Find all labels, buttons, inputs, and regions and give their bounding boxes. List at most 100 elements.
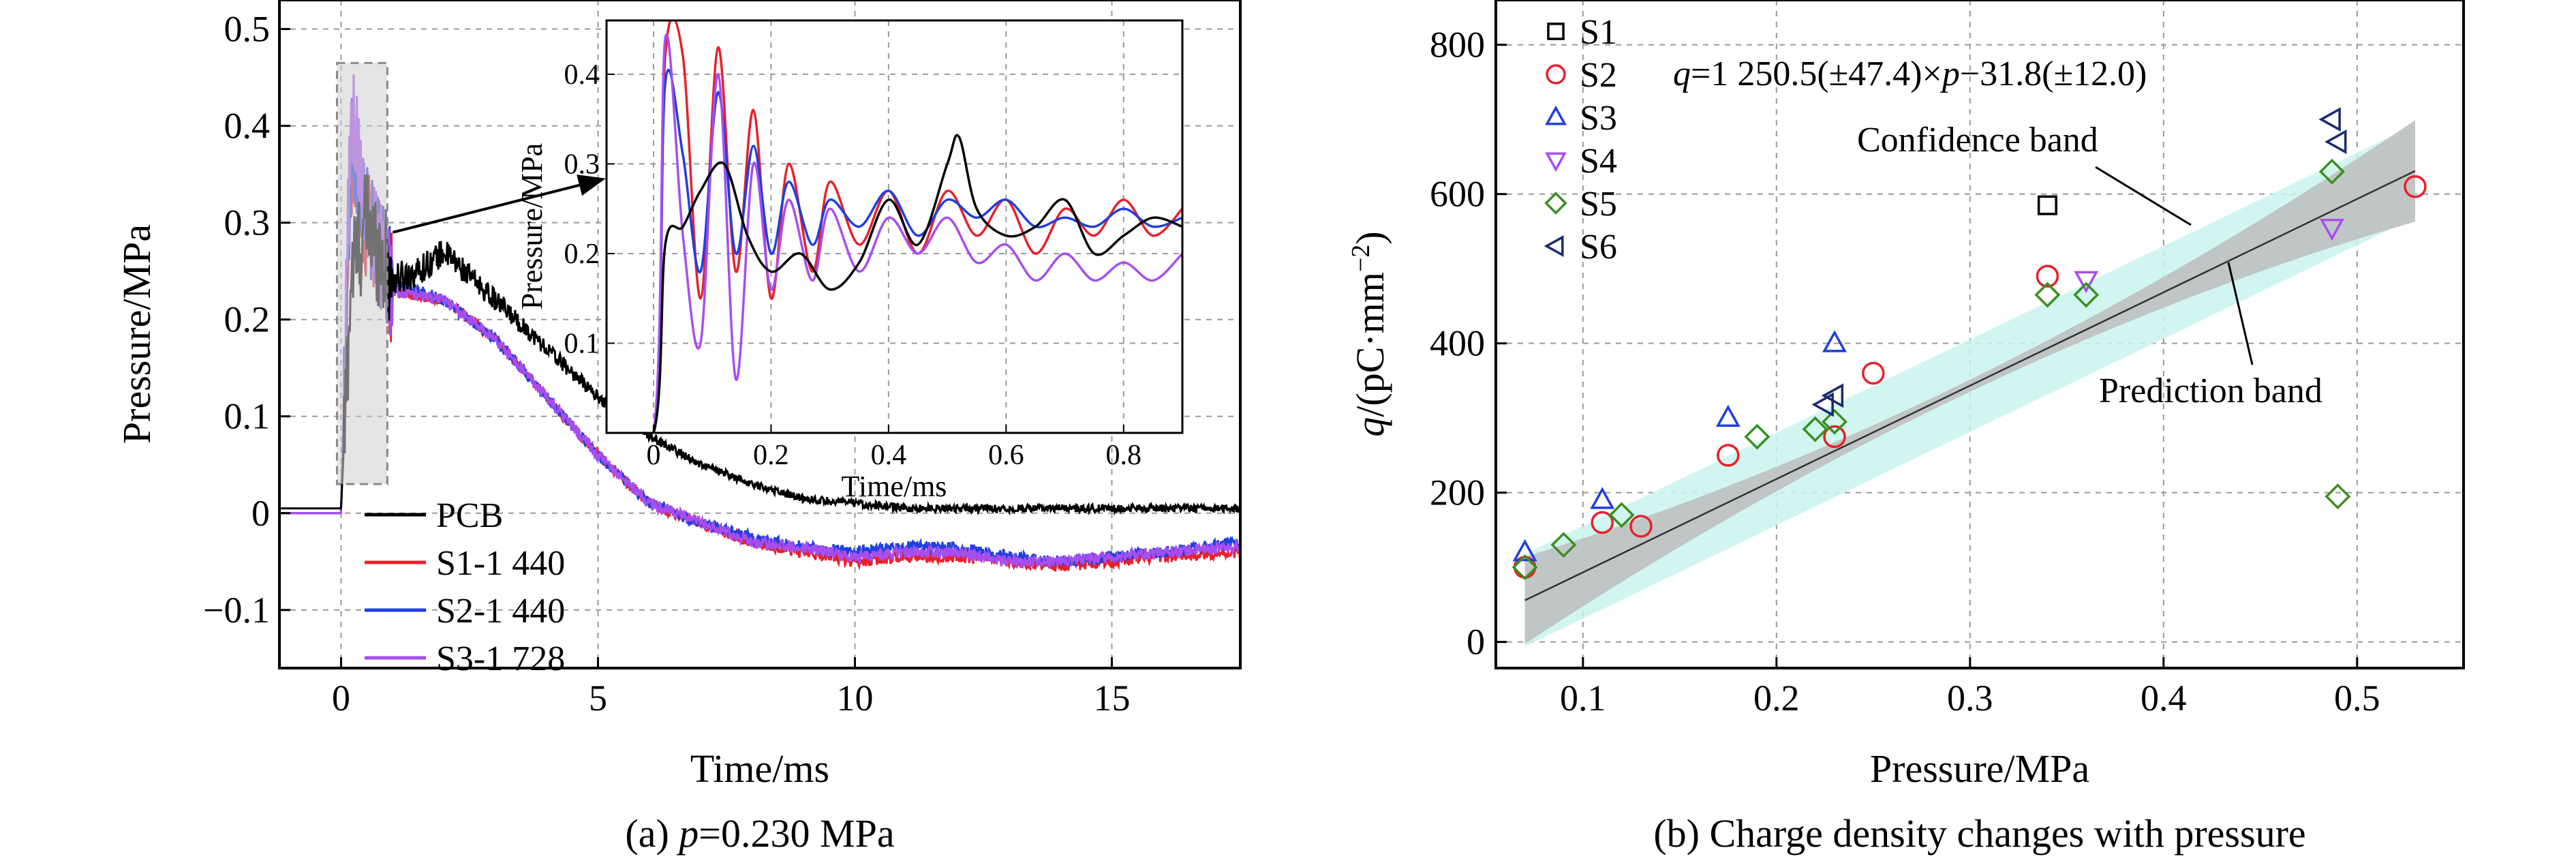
data-point-s3	[1715, 404, 1741, 427]
inset-y-tick-label: 0.1	[564, 328, 600, 359]
inset-series-line-s2-1-440	[607, 68, 1182, 433]
legend-marker	[1545, 105, 1567, 125]
data-point-s3	[1512, 539, 1537, 562]
panel-b-y-tick-label: 600	[1430, 174, 1485, 215]
panel-a-y-tick-label: 0.5	[224, 9, 271, 50]
panel-a-y-tick-label: −0.1	[203, 590, 270, 631]
legend-marker	[1547, 22, 1565, 40]
fit-equation: q=1 250.5(±47.4)×p−31.8(±12.0)	[1673, 55, 2147, 93]
panel-a-y-tick-label: 0.1	[224, 396, 271, 437]
legend-label: S6	[1580, 228, 1617, 267]
legend-label: S5	[1580, 185, 1617, 224]
legend-label: S3-1 728	[436, 639, 565, 678]
inset-series-line-s1-1-440	[607, 20, 1182, 433]
panel-b-caption: (b) Charge density changes with pressure	[1653, 811, 2305, 856]
legend-label: S4	[1580, 142, 1617, 181]
panel-a-y-tick-label: 0.3	[224, 202, 271, 243]
data-point-s4	[2074, 271, 2099, 294]
panel-a: 0 0.2 0.4 0.6 0.8 0.1 0.2 0.3 0.4 Time/ms Pressu…	[114, 0, 1242, 856]
inset-grid	[607, 20, 1182, 433]
data-point-s6	[1811, 392, 1834, 417]
confidence-band-pointer	[2095, 166, 2192, 226]
inset-ticks: 0 0.2 0.4 0.6 0.8 0.1 0.2 0.3 0.4	[564, 59, 1142, 471]
panel-b-frame	[1494, 0, 2465, 669]
panel-b-x-axis-label: Pressure/MPa	[1870, 746, 2089, 791]
inset-y-axis-label: Pressure/MPa	[515, 143, 549, 309]
data-point-s2	[2404, 175, 2427, 198]
panel-a-y-tick-label: 0	[251, 493, 270, 534]
inset-x-tick-label: 0.2	[753, 440, 789, 471]
panel-b-x-tick-label: 0.1	[1560, 678, 1606, 719]
inset-y-tick-label: 0.3	[564, 149, 600, 180]
legend-label: S1-1 440	[436, 544, 565, 583]
data-point-s2	[1591, 511, 1614, 534]
panel-b-points	[1512, 107, 2427, 581]
panel-a-x-tick-label: 10	[836, 678, 873, 719]
data-point-s6	[2325, 130, 2347, 154]
panel-b-y-tick-label: 800	[1430, 25, 1485, 65]
data-point-s5	[2073, 282, 2100, 308]
data-point-s2	[2036, 265, 2059, 288]
data-point-s5	[1550, 532, 1577, 558]
series-line-pcb	[279, 174, 1240, 516]
data-point-s5	[1608, 502, 1635, 528]
inset-x-tick-label: 0.4	[871, 440, 907, 471]
legend-marker	[1544, 192, 1567, 215]
inset-frame	[605, 19, 1184, 434]
panel-b-y-tick-label: 0	[1467, 622, 1485, 663]
legend-marker	[1545, 152, 1567, 172]
data-point-s5	[2318, 158, 2345, 185]
confidence-band-label: Confidence band	[1857, 121, 2098, 160]
panel-a-legend: PCB S1-1 440 S2-1 440 S3-1 728	[365, 496, 565, 678]
panel-b-fit	[1524, 170, 2416, 601]
panel-a-x-axis-label: Time/ms	[690, 746, 829, 791]
panel-b-x-tick-label: 0.3	[1947, 678, 1993, 719]
data-point-s5	[2325, 483, 2351, 510]
inset-y-tick-label: 0.4	[564, 59, 600, 91]
data-point-s5	[1822, 408, 1847, 435]
data-point-s5	[1512, 554, 1538, 581]
legend-label: S1	[1580, 13, 1617, 52]
panel-b: 0.1 0.2 0.3 0.4 0.5 0 200 400 600 800 Pressure/MP…	[1347, 0, 2465, 856]
panel-a-y-axis-label: Pressure/MPa	[114, 224, 159, 444]
data-point-s5	[2034, 282, 2061, 308]
data-point-s5	[1744, 423, 1770, 450]
legend-label: S3	[1580, 99, 1617, 138]
panel-b-y-tick-label: 200	[1430, 472, 1485, 513]
zoom-arrow	[392, 175, 606, 234]
data-point-s1	[2037, 195, 2057, 215]
inset-lines	[607, 20, 1182, 433]
panel-a-x-tick-label: 15	[1093, 678, 1130, 719]
panel-a-lines	[279, 74, 1240, 572]
series-line-s3-1-728	[279, 74, 1240, 570]
data-point-s2	[1862, 361, 1885, 385]
prediction-band-pointer	[2227, 262, 2254, 365]
data-point-s3	[1822, 330, 1847, 352]
inset-x-tick-label: 0.6	[988, 440, 1024, 471]
inset-series-line-s3-1-728	[607, 33, 1182, 433]
inset-x-tick-label: 0	[646, 440, 660, 471]
panel-a-x-tick-label: 0	[332, 678, 350, 719]
legend-label: PCB	[436, 496, 503, 535]
inset-y-tick-label: 0.2	[564, 239, 600, 270]
data-point-s2	[1717, 444, 1740, 467]
legend-label: S2-1 440	[436, 592, 565, 631]
data-point-s3	[1590, 487, 1615, 509]
legend-marker	[1546, 64, 1566, 85]
fit-line	[1524, 170, 2416, 601]
panel-b-ticks: 0.1 0.2 0.3 0.4 0.5 0 200 400 600 800	[1430, 25, 2380, 719]
inset-series-line-pcb	[607, 134, 1182, 433]
panel-a-ticks: 0 5 10 15 −0.1 0 0.1 0.2 0.3 0.4 0.5	[203, 9, 1130, 719]
inset-x-tick-label: 0.8	[1106, 440, 1142, 471]
panel-b-legend: S1 S2 S3 S4 S5 S6	[1544, 13, 1617, 267]
data-point-s2	[1629, 515, 1653, 538]
inset-plot: 0 0.2 0.4 0.6 0.8 0.1 0.2 0.3 0.4 Time/ms Pressu…	[515, 19, 1184, 503]
panel-a-y-tick-label: 0.2	[224, 299, 271, 340]
zoom-region-box	[335, 61, 388, 485]
legend-marker	[1544, 235, 1564, 257]
legend-label: S2	[1580, 56, 1617, 95]
panel-b-y-axis-label: q/(pC·mm−2)	[1347, 231, 1392, 436]
panel-b-y-tick-label: 400	[1430, 323, 1485, 364]
panel-b-x-tick-label: 0.5	[2334, 678, 2380, 719]
panel-a-frame	[278, 0, 1242, 669]
